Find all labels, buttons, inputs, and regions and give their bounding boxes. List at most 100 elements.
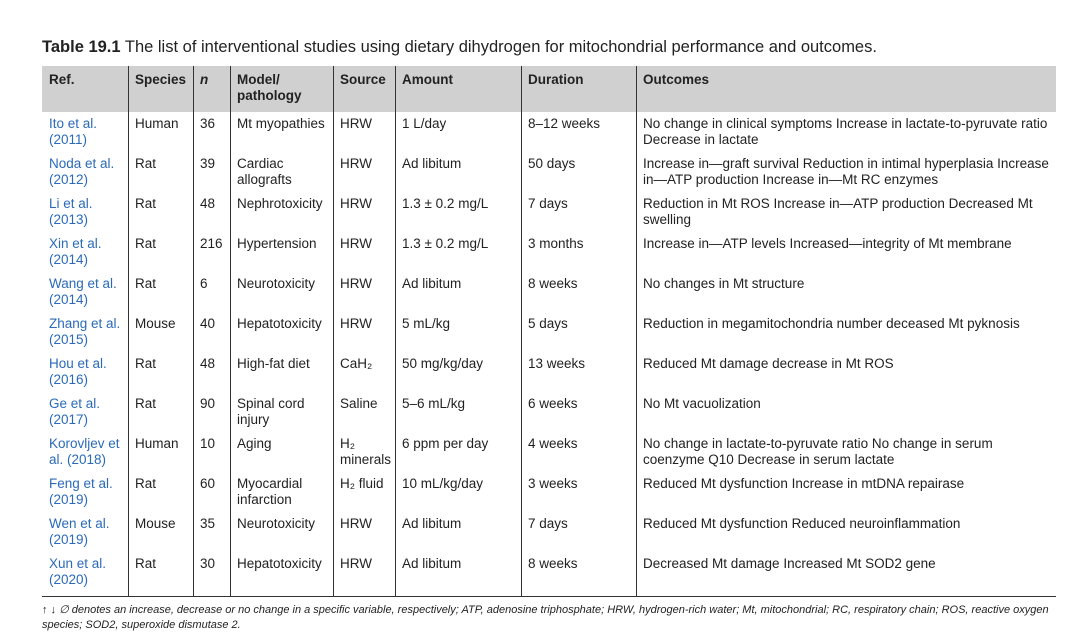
table-cell: 48	[200, 196, 216, 211]
table-cell: Reduced Mt damage decrease in Mt ROS	[643, 356, 894, 371]
column-header: Duration	[528, 72, 584, 87]
table-cell: No change in clinical symptoms Increase …	[643, 116, 1048, 147]
table-cell: 6	[200, 276, 208, 291]
column-header: Outcomes	[643, 72, 710, 87]
table-cell: 7 days	[528, 516, 568, 531]
column-header: n	[200, 72, 209, 87]
table-cell: 216	[200, 236, 223, 251]
table-cell: Myocardial infarction	[237, 476, 303, 507]
table-cell: Hepatotoxicity	[237, 556, 322, 571]
table-cell: 48	[200, 356, 216, 371]
table-cell: Reduction in Mt ROS Increase in—ATP prod…	[643, 196, 1033, 227]
table-cell: Decreased Mt damage Increased Mt SOD2 ge…	[643, 556, 936, 571]
column-header: Ref.	[49, 72, 75, 87]
table-cell: Spinal cord injury	[237, 396, 305, 427]
table-cell: 36	[200, 116, 216, 131]
column-divider	[521, 66, 522, 596]
reference-link: Noda et al. (2012)	[49, 156, 115, 187]
table-cell: Neurotoxicity	[237, 276, 316, 291]
table-cell: 13 weeks	[528, 356, 586, 371]
footnote: ↑ ↓ ∅ denotes an increase, decrease or n…	[42, 604, 1049, 631]
table-cell: 6 weeks	[528, 396, 578, 411]
table-cell: 6 ppm per day	[402, 436, 489, 451]
reference-link: Hou et al. (2016)	[49, 356, 107, 387]
table-cell: 90	[200, 396, 216, 411]
table-cell: Increase in—ATP levels Increased—integri…	[643, 236, 1012, 251]
reference-link: Ito et al. (2011)	[49, 116, 98, 147]
table-cell: 30	[200, 556, 216, 571]
table-cell: 60	[200, 476, 216, 491]
reference-link: Wang et al. (2014)	[49, 276, 117, 307]
column-divider	[128, 66, 129, 596]
table-cell: Rat	[135, 276, 157, 291]
table-cell: 5–6 mL/kg	[402, 396, 466, 411]
reference-link: Xin et al. (2014)	[49, 236, 102, 267]
table-cell: HRW	[340, 196, 372, 211]
table-cell: Mouse	[135, 516, 176, 531]
table-cell: 50 days	[528, 156, 576, 171]
table-label: Table 19.1	[42, 38, 121, 56]
reference-link: Li et al. (2013)	[49, 196, 93, 227]
table-cell: 39	[200, 156, 216, 171]
table-cell: Mouse	[135, 316, 176, 331]
table-cell: No Mt vacuolization	[643, 396, 761, 411]
table-cell: Aging	[237, 436, 272, 451]
table-cell: HRW	[340, 556, 372, 571]
reference-link: Korovljev et al. (2018)	[49, 436, 120, 467]
table-cell: Rat	[135, 396, 157, 411]
table-cell: 8 weeks	[528, 556, 578, 571]
table-cell: High-fat diet	[237, 356, 310, 371]
column-divider	[193, 66, 194, 596]
table-cell: Saline	[340, 396, 378, 411]
column-divider	[636, 66, 637, 596]
table-cell: Cardiac allografts	[237, 156, 292, 187]
reference-link: Feng et al. (2019)	[49, 476, 113, 507]
table-cell: 4 weeks	[528, 436, 578, 451]
table-cell: HRW	[340, 276, 372, 291]
table-cell: Ad libitum	[402, 556, 462, 571]
table-cell: 10	[200, 436, 216, 451]
column-header: Source	[340, 72, 386, 87]
table-cell: Ad libitum	[402, 516, 462, 531]
table-cell: Ad libitum	[402, 276, 462, 291]
table-cell: Hepatotoxicity	[237, 316, 322, 331]
table-cell: 5 mL/kg	[402, 316, 451, 331]
table-cell: Rat	[135, 236, 157, 251]
table-cell: 10 mL/kg/day	[402, 476, 484, 491]
table-cell: Rat	[135, 556, 157, 571]
column-divider	[333, 66, 334, 596]
table-title: Table 19.1 The list of interventional st…	[42, 38, 877, 57]
table-cell: 35	[200, 516, 216, 531]
table-cell: CaH₂	[340, 356, 373, 371]
reference-link: Xun et al. (2020)	[49, 556, 107, 587]
table-cell: 8 weeks	[528, 276, 578, 291]
reference-link: Wen et al. (2019)	[49, 516, 110, 547]
table-cell: Hypertension	[237, 236, 317, 251]
table-cell: HRW	[340, 156, 372, 171]
table-cell: Increase in—graft survival Reduction in …	[643, 156, 1049, 187]
table-cell: 50 mg/kg/day	[402, 356, 484, 371]
table-cell: Nephrotoxicity	[237, 196, 323, 211]
table-cell: HRW	[340, 236, 372, 251]
column-header: Model/ pathology	[237, 72, 302, 103]
table-cell: 3 weeks	[528, 476, 578, 491]
header-band	[42, 66, 1056, 112]
table-cell: HRW	[340, 116, 372, 131]
table-cell: 1 L/day	[402, 116, 447, 131]
reference-link: Zhang et al. (2015)	[49, 316, 121, 347]
table-cell: Neurotoxicity	[237, 516, 316, 531]
table-cell: Rat	[135, 156, 157, 171]
table-cell: 7 days	[528, 196, 568, 211]
table-cell: 5 days	[528, 316, 568, 331]
table-cell: Rat	[135, 356, 157, 371]
column-divider	[395, 66, 396, 596]
table-cell: Reduced Mt dysfunction Reduced neuroinfl…	[643, 516, 961, 531]
table: Ref. Species n Model/ pathology Source Amount…	[42, 66, 1056, 597]
table-cell: 40	[200, 316, 216, 331]
table-cell: Reduced Mt dysfunction Increase in mtDNA…	[643, 476, 965, 491]
table-cell: HRW	[340, 316, 372, 331]
table-cell: Ad libitum	[402, 156, 462, 171]
table-cell: Rat	[135, 196, 157, 211]
table-cell: Reduction in megamitochondria number dec…	[643, 316, 1020, 331]
